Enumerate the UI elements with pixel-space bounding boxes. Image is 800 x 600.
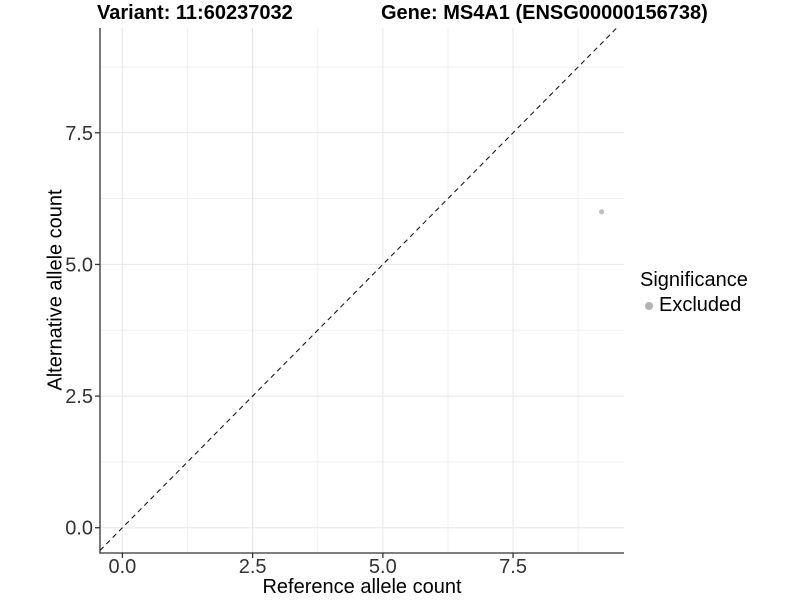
gene-title: Gene: MS4A1 (ENSG00000156738)	[381, 2, 708, 24]
y-tick-label: 0.0	[65, 518, 93, 540]
tick-labels: 0.0 2.5 5.0 7.5 0.0 2.5 5.0 7.5	[65, 123, 527, 578]
legend-item-excluded: Excluded	[640, 294, 748, 317]
legend-title: Significance	[640, 269, 748, 291]
gridlines-minor	[100, 28, 624, 553]
y-tick-label: 2.5	[65, 386, 93, 408]
x-axis-title: Reference allele count	[262, 576, 462, 598]
x-tick-label: 5.0	[369, 556, 397, 578]
legend: Significance Excluded	[640, 269, 748, 317]
y-axis-title: Alternative allele count	[44, 189, 67, 391]
gridlines-major	[100, 28, 624, 553]
data-point-excluded	[599, 209, 605, 215]
axis-lines	[99, 28, 624, 554]
legend-key-dot-icon	[645, 301, 653, 310]
y-tick-label: 7.5	[65, 123, 93, 145]
identity-line	[99, 27, 618, 551]
variant-title: Variant: 11:60237032	[97, 2, 293, 24]
x-tick-label: 0.0	[108, 556, 136, 578]
x-tick-label: 7.5	[499, 556, 527, 578]
x-tick-label: 2.5	[239, 556, 267, 578]
tick-marks	[95, 132, 514, 558]
y-tick-label: 5.0	[65, 254, 93, 276]
legend-item-label: Excluded	[659, 294, 742, 316]
identity-dashed-line	[99, 27, 618, 551]
data-points	[599, 209, 605, 215]
